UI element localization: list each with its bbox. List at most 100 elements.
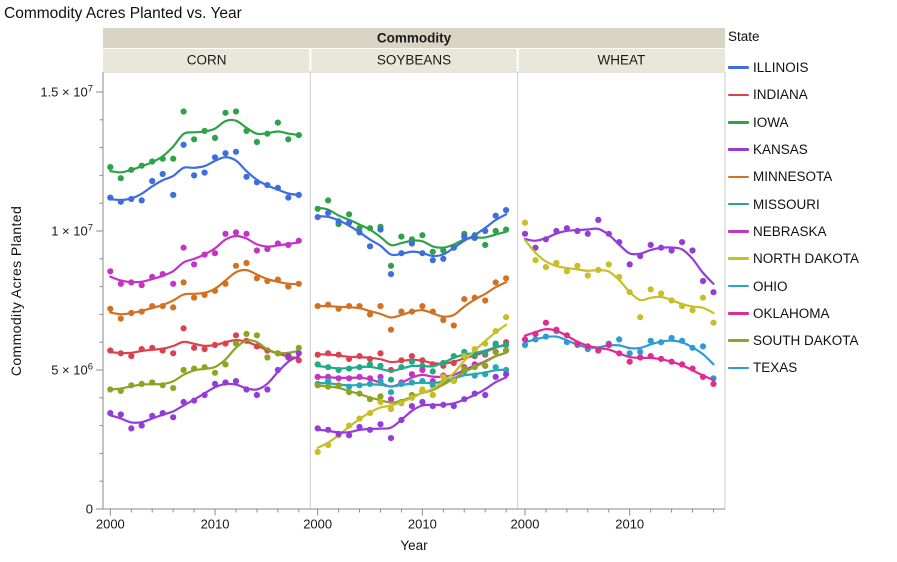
series-soybeans-illinois[interactable]: [314, 207, 510, 278]
data-point: [408, 371, 415, 378]
data-point: [149, 379, 156, 386]
data-point: [170, 304, 177, 311]
data-point: [117, 387, 124, 394]
series-soybeans-kansas[interactable]: [314, 371, 510, 442]
series-corn-kansas[interactable]: [107, 350, 302, 432]
data-point: [398, 250, 405, 257]
data-point: [128, 195, 135, 203]
series-corn-nebraska[interactable]: [107, 229, 302, 289]
data-point: [450, 359, 457, 367]
data-point: [419, 398, 426, 406]
legend-item-ohio[interactable]: OHIO: [728, 272, 859, 299]
data-point: [222, 109, 229, 116]
legend-swatch: [728, 284, 749, 288]
y-tick-label: 1 × 107: [51, 223, 93, 239]
data-point: [461, 233, 468, 240]
legend-item-kansas[interactable]: KANSAS: [728, 136, 859, 163]
data-point: [264, 386, 271, 393]
data-point: [377, 393, 384, 400]
data-point: [325, 378, 332, 385]
x-tick-label: 2000: [511, 517, 540, 532]
data-point: [314, 382, 321, 389]
data-point: [366, 426, 374, 433]
legend-item-oklahoma[interactable]: OKLAHOMA: [728, 300, 859, 327]
legend-item-illinois[interactable]: ILLINOIS: [728, 54, 859, 81]
data-point: [285, 283, 292, 290]
data-point: [616, 350, 623, 357]
data-point: [408, 353, 415, 360]
data-point: [647, 353, 654, 360]
legend-item-minnesota[interactable]: MINNESOTA: [728, 163, 859, 190]
data-point: [325, 350, 332, 357]
data-point: [553, 326, 560, 333]
data-point: [232, 332, 240, 339]
data-point: [471, 294, 478, 301]
legend-item-indiana[interactable]: INDIANA: [728, 81, 859, 108]
data-point: [128, 279, 135, 286]
series-corn-illinois[interactable]: [107, 141, 302, 205]
legend-label: KANSAS: [753, 142, 808, 158]
data-point: [232, 378, 240, 385]
data-point: [117, 350, 124, 357]
data-point: [647, 337, 654, 344]
data-point: [595, 216, 602, 223]
legend-item-texas[interactable]: TEXAS: [728, 354, 859, 381]
series-wheat-kansas[interactable]: [521, 216, 717, 296]
legend-swatch: [728, 366, 749, 370]
data-point: [335, 375, 342, 382]
data-point: [232, 262, 240, 269]
data-point: [637, 314, 644, 321]
data-point: [482, 297, 489, 304]
legend-item-nebraska[interactable]: NEBRASKA: [728, 218, 859, 245]
series-wheat-north-dakota[interactable]: [521, 219, 717, 326]
data-point: [191, 397, 198, 404]
data-point: [668, 297, 675, 304]
series-soybeans-north-dakota[interactable]: [314, 314, 510, 456]
series-corn-iowa[interactable]: [107, 108, 302, 182]
data-point: [138, 308, 145, 315]
series-wheat-oklahoma[interactable]: [521, 319, 717, 387]
facet-label-wheat: WHEAT: [597, 53, 645, 68]
data-point: [542, 319, 550, 326]
data-point: [211, 134, 219, 141]
series-corn-minnesota[interactable]: [107, 259, 302, 322]
data-point: [482, 241, 489, 248]
data-point: [117, 315, 124, 322]
legend-item-south-dakota[interactable]: SOUTH DAKOTA: [728, 327, 859, 354]
data-point: [138, 282, 145, 289]
data-point: [492, 212, 499, 219]
legend-item-iowa[interactable]: IOWA: [728, 109, 859, 136]
legend-label: IOWA: [753, 114, 789, 130]
data-point: [264, 246, 271, 253]
data-point: [398, 308, 405, 315]
data-point: [346, 355, 353, 362]
legend-label: NEBRASKA: [753, 223, 827, 239]
legend-label: MISSOURI: [753, 196, 820, 212]
legend-item-missouri[interactable]: MISSOURI: [728, 190, 859, 217]
data-point: [710, 380, 717, 387]
data-point: [138, 346, 145, 353]
data-point: [264, 354, 271, 361]
series-soybeans-minnesota[interactable]: [314, 275, 510, 333]
data-point: [285, 353, 292, 360]
data-point: [285, 136, 292, 143]
data-point: [295, 191, 302, 198]
data-point: [211, 380, 219, 387]
legend-item-north-dakota[interactable]: NORTH DAKOTA: [728, 245, 859, 272]
data-point: [170, 350, 177, 357]
y-tick-label: 0: [86, 502, 93, 517]
legend-swatch: [728, 202, 749, 206]
y-tick-label: 1.5 × 107: [40, 84, 93, 100]
facet-cell-soybeans: [311, 49, 517, 71]
data-point: [377, 398, 384, 406]
data-point: [492, 364, 499, 371]
data-point: [616, 273, 623, 280]
data-point: [605, 341, 612, 349]
data-point: [689, 344, 696, 351]
data-point: [398, 364, 405, 371]
series-soybeans-missouri[interactable]: [314, 340, 510, 383]
data-point: [377, 350, 384, 357]
legend-label: MINNESOTA: [753, 169, 833, 185]
facet-cell-wheat: [518, 49, 725, 71]
